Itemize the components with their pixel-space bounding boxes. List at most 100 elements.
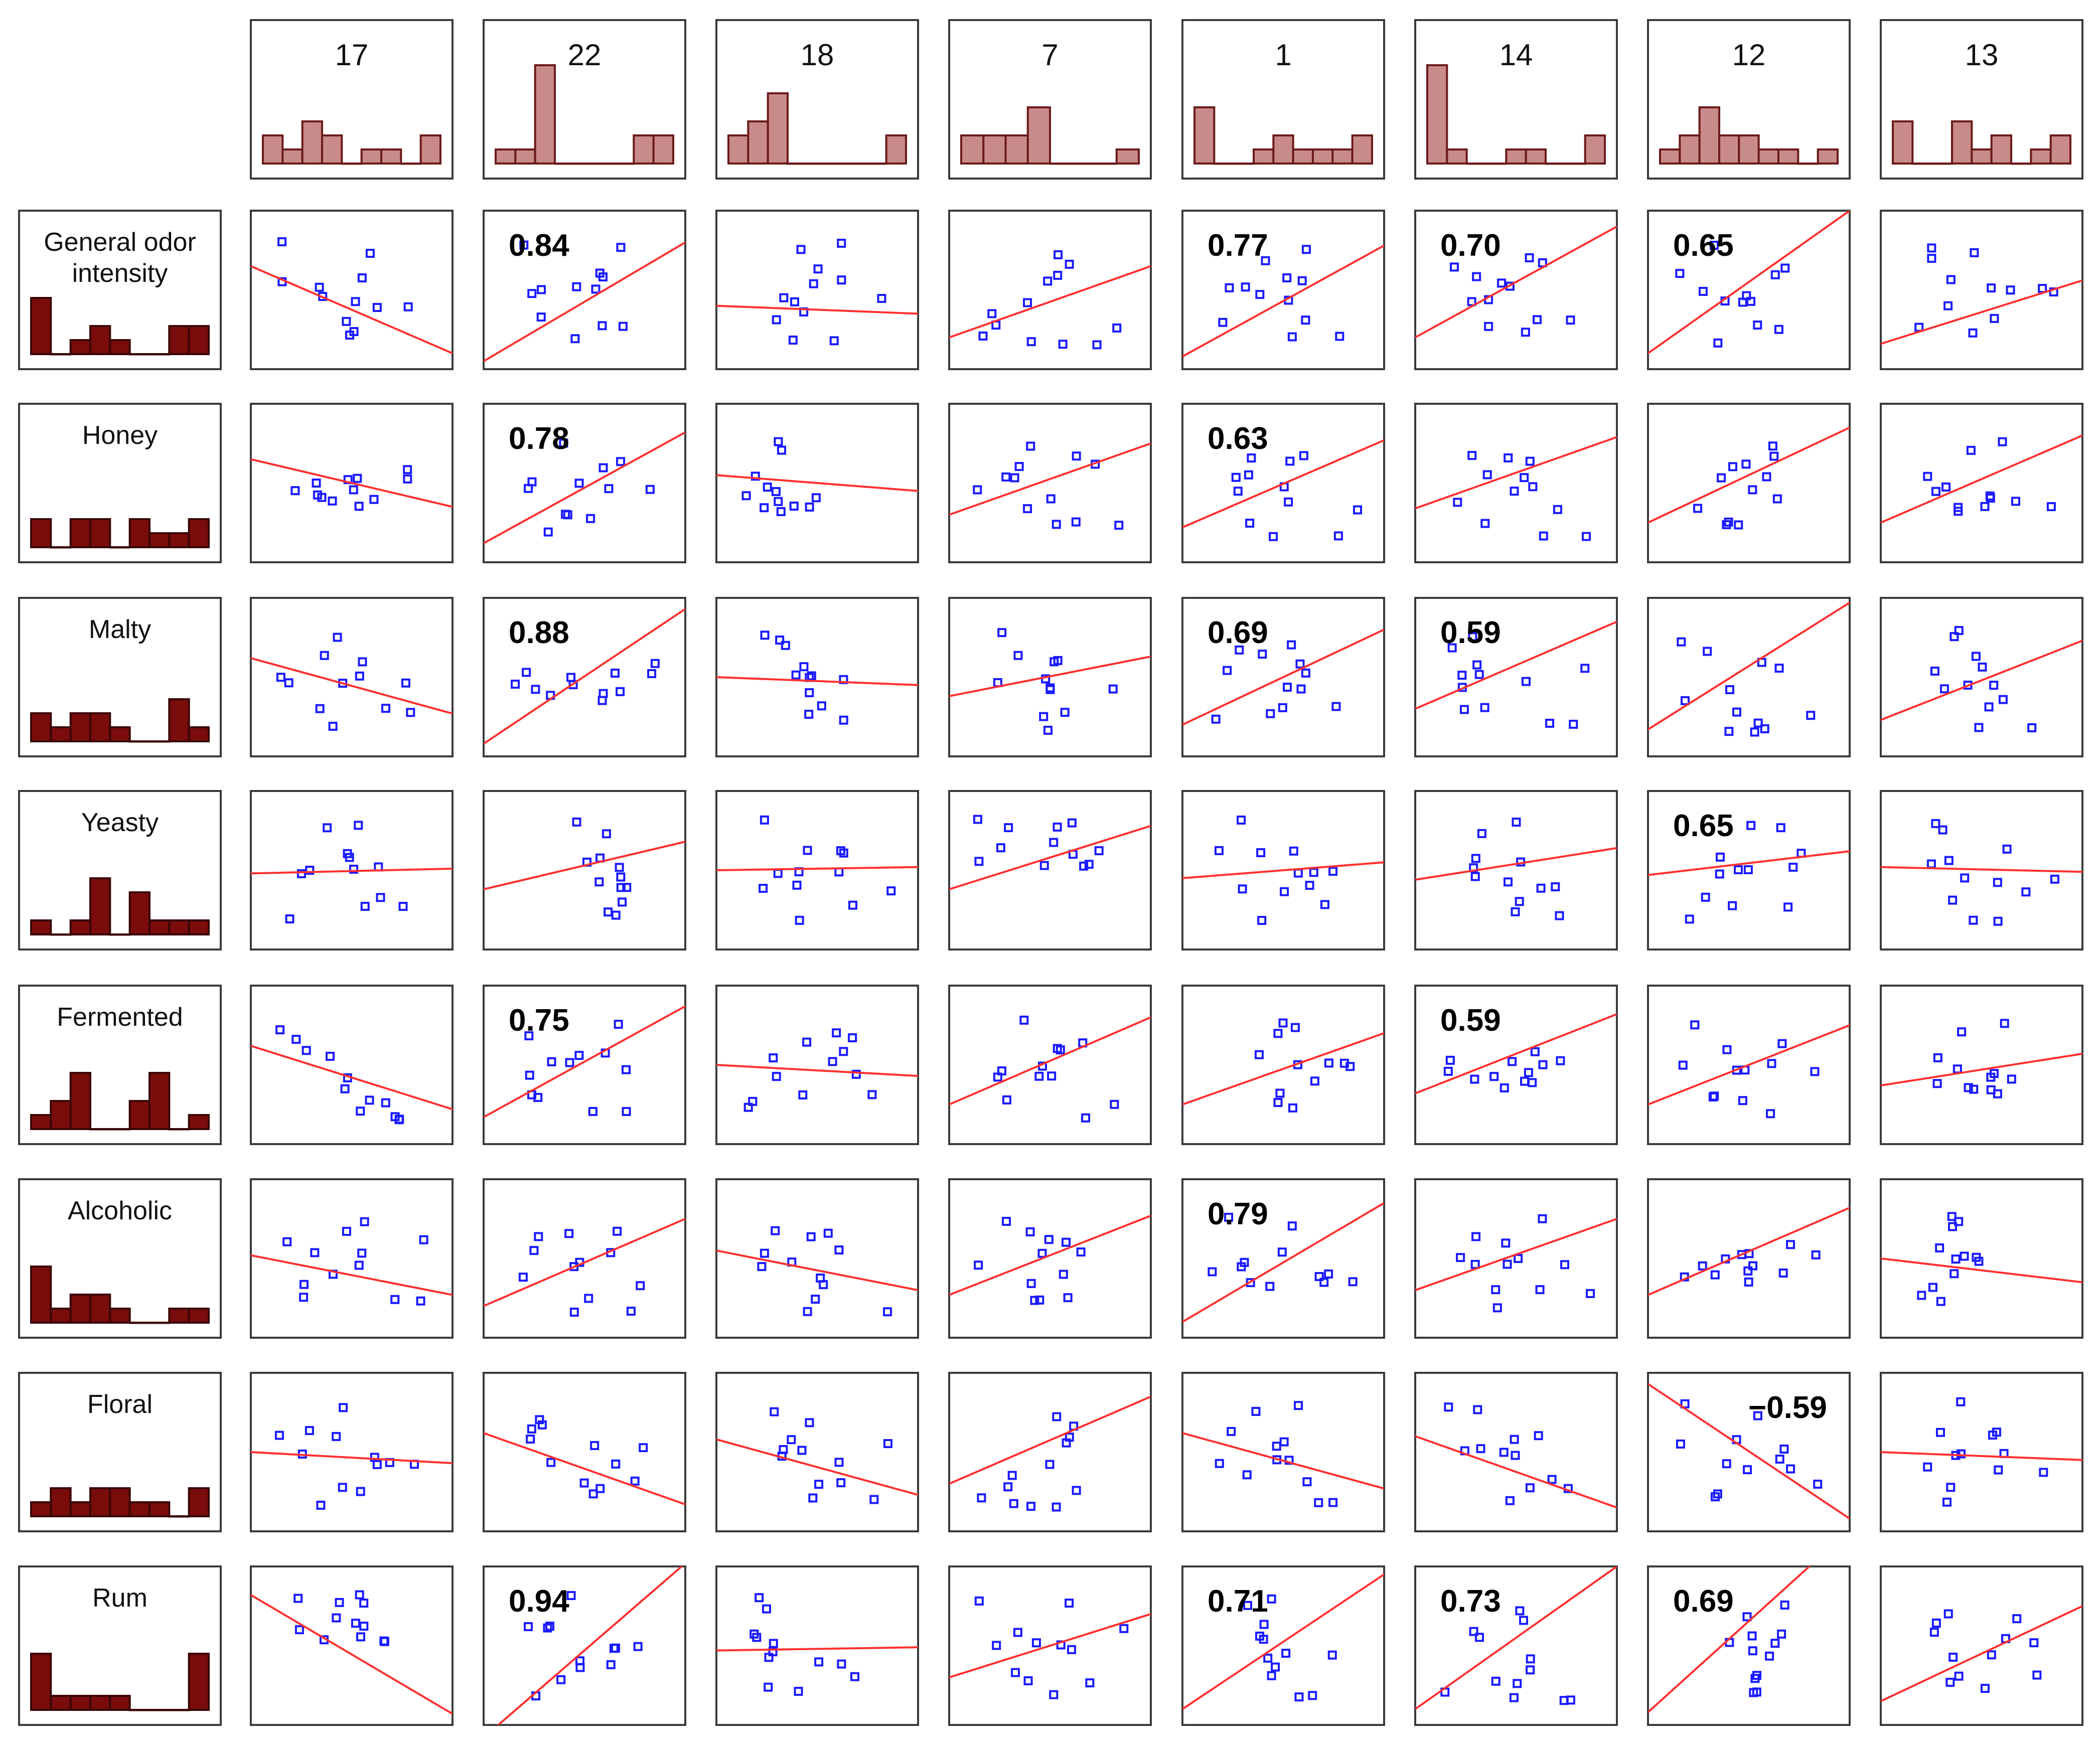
row-label: Honey: [82, 421, 158, 450]
data-point: [1944, 856, 1954, 865]
cell-5-5: [1414, 1178, 1618, 1339]
data-point: [1265, 1282, 1275, 1291]
data-point: [1237, 815, 1246, 825]
data-point: [1284, 497, 1293, 507]
data-point: [1535, 1285, 1545, 1295]
cell-5-4: 0.79: [1181, 1178, 1385, 1339]
data-point: [1748, 1261, 1758, 1271]
data-point: [768, 1647, 778, 1657]
correlation-value: 0.84: [509, 228, 569, 263]
data-point: [604, 484, 614, 494]
data-point: [1215, 1459, 1224, 1468]
data-point: [527, 1424, 536, 1434]
data-point: [320, 651, 329, 660]
cell-4-0: [250, 985, 454, 1145]
data-point: [564, 1229, 574, 1238]
data-point: [611, 1643, 621, 1653]
data-point: [973, 485, 982, 495]
data-point: [1949, 632, 1959, 642]
data-point: [1545, 718, 1555, 728]
row-histogram-bar: [168, 532, 190, 548]
data-point: [1227, 1427, 1236, 1436]
data-point: [1685, 914, 1694, 924]
fit-line: [1881, 640, 2082, 721]
data-point: [1713, 338, 1723, 348]
data-point: [774, 497, 783, 506]
data-point: [1954, 1671, 1964, 1681]
column-histogram-bar: [1193, 106, 1216, 165]
data-point: [1743, 865, 1753, 874]
data-point: [772, 1072, 781, 1081]
data-point: [511, 680, 520, 689]
data-point: [1474, 670, 1484, 679]
data-point: [779, 293, 789, 302]
data-point: [1233, 487, 1243, 496]
column-histogram-bar: [1584, 134, 1606, 165]
cell-2-5: 0.59: [1414, 597, 1618, 757]
data-point: [1957, 1027, 1967, 1037]
fit-line: [1881, 1605, 2082, 1702]
data-point: [992, 1641, 1001, 1650]
data-point: [877, 293, 886, 303]
data-point: [839, 848, 848, 858]
data-point: [2000, 1019, 2009, 1028]
fit-line: [716, 1249, 918, 1292]
cell-7-6: 0.69: [1647, 1565, 1851, 1726]
fit-line: [1182, 861, 1384, 879]
column-histogram-bar: [1426, 64, 1448, 165]
data-point: [832, 1028, 841, 1038]
fit-line: [484, 608, 685, 745]
data-point: [1927, 243, 1936, 253]
row-histogram-bar: [50, 1695, 72, 1711]
data-point: [1081, 1113, 1091, 1123]
data-point: [1023, 504, 1032, 514]
row-histograms: General odor intensity Honey Malty Yeasty Fer…: [18, 210, 222, 1726]
data-point: [1287, 640, 1296, 650]
data-point: [1473, 1405, 1482, 1414]
data-point: [1272, 1442, 1281, 1451]
row-header-6: Floral: [18, 1372, 222, 1532]
data-point: [850, 1672, 860, 1681]
data-point: [1949, 1269, 1959, 1279]
cell-7-7: [1880, 1565, 2083, 1726]
data-point: [1780, 1600, 1789, 1610]
cell-0-2: [715, 210, 919, 370]
column-histogram-bar: [1026, 106, 1051, 165]
data-point: [401, 678, 410, 688]
data-point: [1786, 1240, 1795, 1249]
data-point: [813, 264, 823, 274]
data-point: [829, 336, 839, 346]
row-header-5: Alcoholic: [18, 1178, 222, 1339]
data-point: [1703, 647, 1712, 656]
data-point: [335, 1598, 344, 1607]
fit-line: [484, 1432, 685, 1506]
fit-line: [1881, 866, 2082, 873]
data-point: [1290, 1023, 1300, 1032]
data-point: [1067, 1645, 1076, 1654]
data-point: [1214, 846, 1224, 855]
data-point: [1954, 507, 1963, 516]
column-histogram-bar: [1253, 148, 1275, 165]
correlation-value: 0.63: [1208, 421, 1268, 456]
data-point: [1497, 278, 1507, 288]
fit-line: [1881, 434, 2082, 524]
correlation-value: 0.94: [509, 1584, 569, 1619]
cell-4-2: [715, 985, 919, 1145]
data-point: [588, 1489, 598, 1499]
data-point: [1328, 867, 1338, 876]
data-point: [819, 1280, 828, 1290]
data-point: [1299, 451, 1308, 460]
row-histogram-bar: [188, 1487, 210, 1517]
data-point: [1769, 451, 1779, 461]
row-histogram-bar: [148, 1501, 171, 1517]
data-point: [1778, 1268, 1788, 1278]
data-point: [597, 321, 607, 331]
row-histogram-bar: [30, 712, 52, 742]
row-label: Fermented: [57, 1003, 183, 1032]
data-point: [526, 1435, 535, 1444]
data-point: [2032, 1670, 2042, 1680]
cell-3-1: [483, 790, 686, 951]
data-point: [1923, 1462, 1932, 1472]
fit-line: [716, 304, 918, 315]
data-point: [1515, 897, 1524, 906]
